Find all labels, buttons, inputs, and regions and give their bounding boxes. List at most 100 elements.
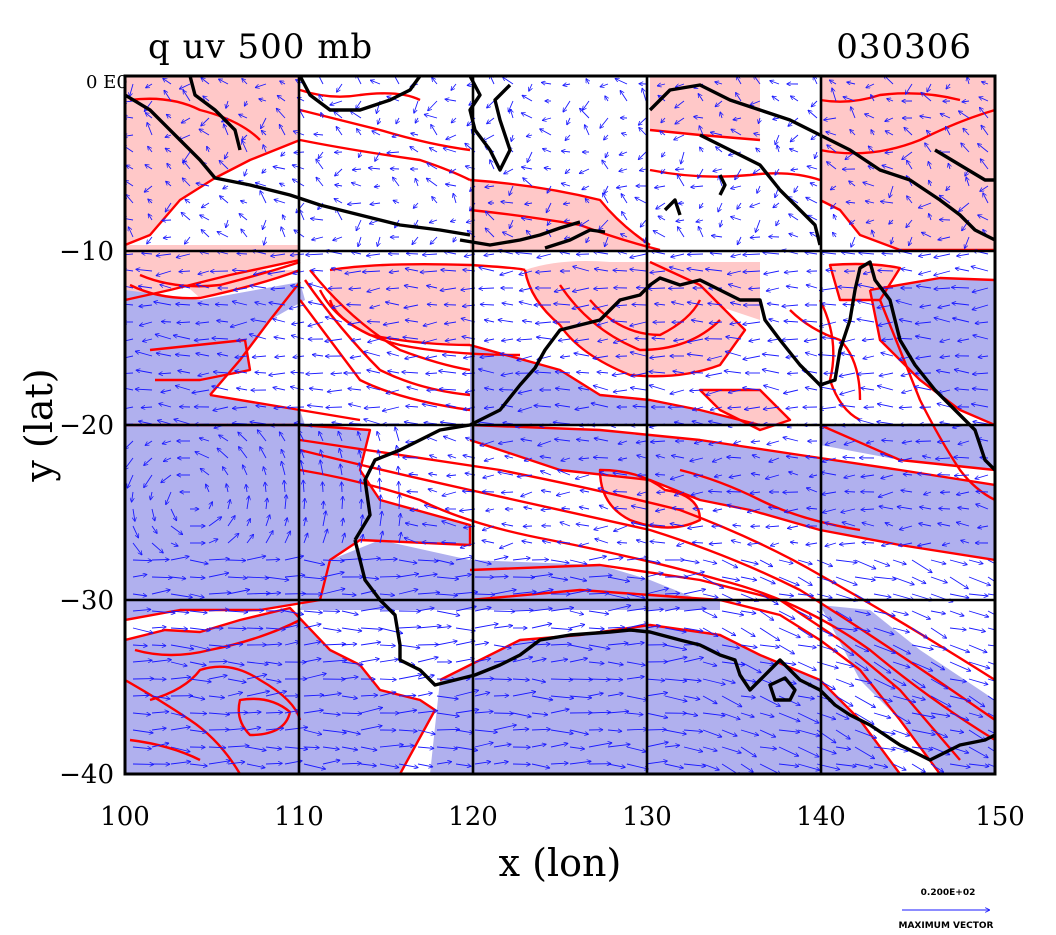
wind-vector bbox=[138, 286, 153, 288]
wind-vector bbox=[125, 101, 134, 102]
wind-vector bbox=[523, 178, 533, 187]
wind-vector bbox=[904, 127, 913, 136]
wind-vector bbox=[308, 321, 324, 326]
wind-vector bbox=[535, 322, 552, 324]
wind-vector bbox=[862, 542, 875, 543]
wind-vector bbox=[484, 339, 495, 341]
wind-vector bbox=[982, 193, 989, 204]
y-axis-label: y (lat) bbox=[17, 368, 61, 482]
wind-vector bbox=[226, 100, 228, 109]
wind-vector bbox=[179, 83, 191, 89]
wind-vector bbox=[871, 129, 874, 136]
wind-vector bbox=[655, 474, 666, 475]
wind-vector bbox=[500, 270, 514, 275]
wind-vector bbox=[822, 337, 837, 339]
wind-vector bbox=[198, 372, 210, 376]
wind-vector bbox=[387, 371, 400, 373]
wind-vector bbox=[521, 167, 533, 169]
wind-vector bbox=[167, 163, 172, 170]
wind-vector bbox=[788, 214, 799, 221]
wind-vector bbox=[479, 288, 495, 289]
wind-vector bbox=[928, 161, 931, 170]
wind-vector bbox=[722, 815, 743, 827]
wind-vector bbox=[572, 266, 590, 272]
wind-vector bbox=[920, 407, 932, 408]
wind-vector bbox=[671, 302, 685, 306]
wind-vector bbox=[445, 339, 457, 341]
wind-vector bbox=[808, 110, 818, 119]
wind-vector bbox=[582, 185, 590, 191]
wind-vector bbox=[438, 371, 457, 373]
wind-vector bbox=[681, 151, 685, 164]
wind-vector bbox=[750, 202, 761, 207]
wind-vector bbox=[345, 270, 362, 274]
wind-vector bbox=[330, 100, 343, 105]
wind-vector bbox=[889, 220, 894, 224]
wind-vector bbox=[855, 781, 875, 790]
wind-vector bbox=[480, 304, 495, 305]
wind-vector bbox=[305, 373, 324, 374]
wind-vector bbox=[678, 203, 685, 204]
wind-vector bbox=[790, 96, 799, 102]
wind-vector bbox=[658, 216, 666, 221]
wind-vector bbox=[579, 108, 590, 119]
wind-vector bbox=[857, 319, 875, 323]
wind-vector bbox=[370, 80, 381, 85]
wind-vector bbox=[779, 798, 796, 803]
wind-vector bbox=[1026, 764, 1044, 774]
wind-vector bbox=[563, 203, 571, 204]
wind-vector bbox=[308, 302, 324, 306]
wind-vector bbox=[427, 304, 438, 305]
wind-vector bbox=[838, 287, 856, 288]
wind-vector bbox=[177, 322, 191, 323]
wind-vector bbox=[479, 267, 495, 272]
wind-vector bbox=[445, 184, 457, 186]
wind-vector bbox=[973, 335, 989, 340]
wind-vector bbox=[826, 270, 837, 271]
wind-vector bbox=[290, 254, 305, 255]
wind-vector bbox=[821, 304, 837, 305]
wind-vector bbox=[500, 354, 514, 357]
wind-vector bbox=[148, 214, 153, 221]
wind-vector bbox=[604, 236, 609, 247]
wind-vector bbox=[501, 373, 514, 375]
wind-vector bbox=[305, 254, 324, 255]
wind-vector bbox=[332, 236, 343, 241]
wind-vector bbox=[915, 356, 932, 358]
wind-vector bbox=[597, 372, 609, 373]
wind-vector bbox=[125, 135, 134, 137]
wind-vector bbox=[217, 230, 229, 238]
wind-vector bbox=[600, 117, 609, 129]
wind-vector bbox=[742, 321, 761, 324]
wind-vector bbox=[428, 100, 438, 111]
wind-vector bbox=[585, 198, 589, 204]
wind-vector bbox=[125, 355, 134, 359]
wind-vector bbox=[934, 253, 951, 258]
wind-vector bbox=[675, 84, 685, 87]
wind-vector bbox=[196, 183, 210, 187]
wind-vector bbox=[939, 195, 951, 204]
wind-vector bbox=[334, 185, 343, 186]
wind-vector bbox=[289, 304, 305, 309]
wind-vector bbox=[125, 218, 134, 220]
wind-vector bbox=[226, 219, 228, 228]
wind-vector bbox=[263, 144, 266, 153]
wind-vector bbox=[843, 97, 856, 102]
wind-vector bbox=[642, 88, 647, 102]
wind-vector bbox=[351, 183, 362, 187]
wind-vector bbox=[401, 372, 419, 373]
wind-vector bbox=[503, 168, 514, 175]
wind-vector bbox=[451, 117, 457, 123]
wind-vector bbox=[198, 303, 210, 305]
wind-vector bbox=[244, 168, 247, 176]
wind-vector bbox=[165, 181, 172, 187]
wind-vector bbox=[444, 322, 457, 324]
wind-vector bbox=[395, 117, 399, 124]
wind-vector bbox=[238, 114, 248, 119]
wind-vector bbox=[261, 130, 267, 136]
wind-vector bbox=[255, 302, 267, 305]
wind-vector bbox=[811, 100, 818, 107]
wind-vector bbox=[412, 236, 419, 245]
wind-vector bbox=[770, 81, 780, 85]
wind-vectors bbox=[125, 76, 1044, 827]
